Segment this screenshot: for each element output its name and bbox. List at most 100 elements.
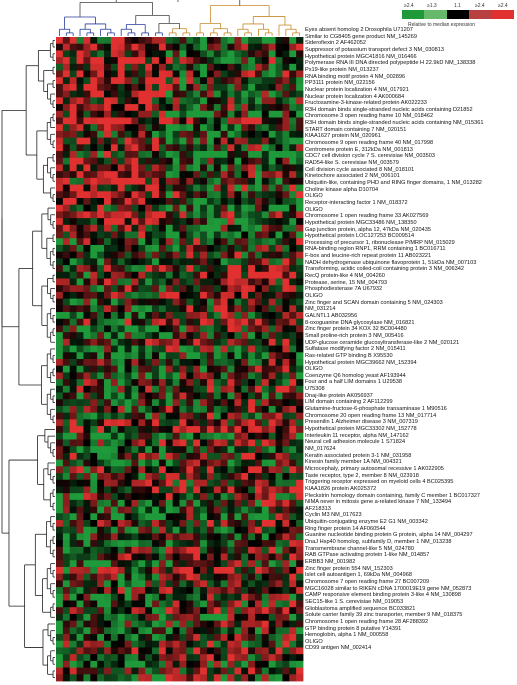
heatmap-cell (83, 573, 91, 581)
heatmap-cell (76, 546, 84, 554)
heatmap-cell (282, 305, 290, 313)
heatmap-cell (172, 479, 180, 487)
heatmap-cell (268, 667, 276, 675)
heatmap-cell (186, 57, 194, 65)
heatmap-cell (234, 506, 242, 514)
heatmap-cell (261, 452, 270, 461)
heatmap-cell (104, 667, 112, 675)
heatmap-cell (152, 674, 160, 682)
heatmap-cell (124, 580, 132, 588)
heatmap-cell (268, 312, 276, 320)
heatmap-cell (131, 177, 139, 185)
heatmap-cell (69, 466, 77, 474)
heatmap-cell (213, 90, 222, 98)
heatmap-cell (268, 144, 276, 152)
heatmap-cell (179, 285, 187, 293)
heatmap-cell (117, 57, 126, 65)
heatmap-cell (227, 164, 235, 172)
heatmap-cell (206, 526, 215, 534)
heatmap-cell (69, 345, 77, 353)
heatmap-cell (220, 613, 228, 622)
heatmap-cell (296, 244, 304, 253)
heatmap-cell (83, 520, 91, 528)
heatmap-cell (275, 560, 283, 568)
heatmap-cell (62, 345, 71, 353)
heatmap-cell (186, 332, 194, 340)
heatmap-cell (145, 271, 153, 279)
heatmap-cell (104, 285, 112, 293)
heatmap-cell (282, 520, 290, 528)
heatmap-cell (289, 110, 297, 118)
heatmap-cell (131, 379, 139, 387)
gene-label: NM_031214 (305, 306, 336, 313)
heatmap-cell (124, 667, 132, 675)
heatmap-cell (110, 305, 119, 313)
heatmap-cell (110, 177, 119, 185)
heatmap-cell (213, 667, 222, 675)
heatmap-cell (165, 338, 174, 346)
heatmap-cell (165, 540, 174, 548)
heatmap-cell (124, 647, 132, 655)
heatmap-cell (193, 640, 201, 648)
heatmap-cell (234, 104, 242, 112)
heatmap-cell (193, 546, 201, 554)
heatmap-cell (90, 587, 98, 595)
heatmap-cell (234, 526, 242, 534)
heatmap-cell (186, 43, 194, 51)
heatmap-cell (90, 77, 98, 85)
heatmap-cell (76, 553, 84, 561)
heatmap-cell (289, 385, 297, 393)
gene-label: OLIGO (305, 293, 323, 299)
heatmap-cell (213, 43, 222, 51)
heatmap-cell (234, 553, 242, 561)
heatmap-cell (206, 372, 215, 380)
heatmap-cell (289, 587, 297, 595)
heatmap-cell (213, 654, 222, 662)
heatmap-cell (76, 124, 84, 132)
heatmap-cell (227, 566, 235, 575)
heatmap-cell (186, 97, 194, 105)
heatmap-cell (56, 231, 64, 239)
heatmap-cell (158, 660, 167, 668)
heatmap-cell (83, 164, 91, 172)
heatmap-cell (234, 560, 242, 568)
heatmap-cell (104, 385, 112, 393)
heatmap-cell (117, 379, 126, 387)
heatmap-cell (56, 600, 64, 608)
heatmap-cell (62, 587, 71, 595)
heatmap-cell (179, 647, 187, 655)
heatmap-cell (193, 439, 201, 447)
heatmap-cell (138, 77, 146, 85)
heatmap-cell (76, 499, 84, 507)
heatmap-cell (200, 332, 208, 340)
heatmap-cell (254, 587, 263, 595)
heatmap-cell (234, 520, 242, 528)
heatmap-cell (234, 325, 242, 333)
heatmap-cell (254, 640, 263, 648)
heatmap-cell (296, 459, 304, 467)
heatmap-cell (248, 379, 256, 387)
heatmap-cell (282, 379, 290, 387)
heatmap-cell (76, 359, 84, 367)
heatmap-cell (268, 372, 276, 380)
heatmap-cell (117, 271, 126, 279)
heatmap-cell (186, 553, 194, 561)
heatmap-cell (138, 130, 146, 139)
heatmap-cell (254, 124, 263, 132)
heatmap-cell (248, 97, 256, 105)
heatmap-cell (90, 63, 98, 71)
heatmap-cell (227, 359, 235, 367)
heatmap-cell (200, 372, 208, 380)
heatmap-cell (213, 405, 222, 414)
heatmap-cell (234, 426, 242, 434)
heatmap-cell (289, 566, 297, 575)
heatmap-cell (69, 647, 77, 655)
heatmap-cell (83, 137, 91, 145)
heatmap-cell (179, 432, 187, 440)
heatmap-cell (138, 318, 146, 326)
heatmap-cell (104, 392, 112, 400)
heatmap-cell (158, 251, 167, 259)
heatmap-cell (131, 640, 139, 648)
heatmap-cell (110, 43, 119, 51)
heatmap-cell (104, 104, 112, 112)
